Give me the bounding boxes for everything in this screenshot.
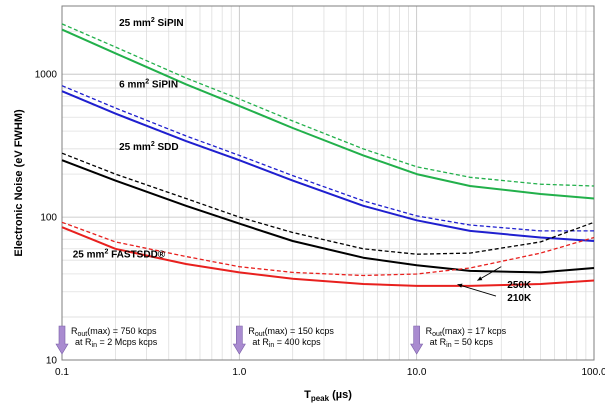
temperature-arrowhead (477, 276, 483, 281)
rate-note-text: (max) = 17 kcps (442, 326, 507, 336)
series-line-sipin25-210K (61, 28, 595, 200)
rate-note-text: = 50 kcps (452, 337, 494, 347)
tick-labels: 0.1 1.0 10.0 100.0 10 100 1000 (35, 70, 605, 378)
x-tick-label: 100.0 (581, 367, 605, 378)
series-label-text: 25 mm (119, 142, 151, 153)
y-tick-label: 100 (40, 213, 57, 224)
rate-note-text: = 2 Mcps kcps (97, 337, 158, 347)
series-line-fastsdd25-250K (61, 221, 595, 277)
x-tick-label: 0.1 (55, 367, 69, 378)
x-axis-label-unit: (µs) (329, 389, 352, 401)
grid (61, 5, 594, 361)
rate-note-r: at R (252, 337, 269, 347)
x-axis-label-sub: peak (311, 394, 330, 403)
series-label-sipin6: 6 mm2 SiPIN (119, 78, 178, 90)
rate-note-sub: in (92, 342, 98, 349)
series-label-text: 25 mm (73, 250, 105, 261)
series-label-text: SiPIN (149, 79, 178, 90)
series-label-fastsdd25: 25 mm2 FASTSDD® (73, 249, 166, 261)
series-line-fastsdd25-210K (61, 226, 595, 287)
x-tick-label: 10.0 (407, 367, 427, 378)
rate-note-arrow (410, 325, 424, 355)
x-tick-label: 1.0 (232, 367, 246, 378)
series-line-sipin6-250K (61, 85, 594, 232)
temperature-arrow (457, 283, 497, 297)
temperature-arrow (477, 266, 502, 281)
temperature-label: 210K (507, 293, 532, 304)
rate-note-r: R (248, 326, 255, 336)
series-line-sipin25-250K (61, 23, 595, 187)
series-label-sup: 2 (104, 249, 108, 256)
series-label-text: SiPIN (155, 18, 184, 29)
series-label-sup: 2 (145, 78, 149, 85)
series-label-sup: 2 (151, 17, 155, 24)
rate-note-line1: Rout(max) = 750 kcps (71, 326, 157, 338)
y-axis-label: Electronic Noise (eV FWHM) (13, 109, 25, 257)
series-line-sdd25-250K (61, 152, 595, 255)
rate-note-text: = 400 kcps (274, 337, 321, 347)
rate-note-r: R (71, 326, 78, 336)
series-label-text: 6 mm (119, 79, 145, 90)
temperature-labels: 250K 210K (457, 266, 532, 304)
rate-note-line2: at Rin = 2 Mcps kcps (75, 337, 158, 349)
series-label-text: 25 mm (119, 18, 151, 29)
rate-note-r: at R (75, 337, 92, 347)
rate-note-r: R (426, 326, 433, 336)
temperature-arrowhead (457, 283, 463, 288)
rate-note-sub: in (446, 342, 452, 349)
rate-note-sub: out (78, 331, 88, 338)
series-label-sdd25: 25 mm2 SDD (119, 141, 179, 153)
series-line-sdd25-210K (61, 159, 595, 274)
series-label-text: FASTSDD® (108, 250, 165, 261)
rate-note-line2: at Rin = 400 kcps (252, 337, 321, 349)
y-tick-label: 10 (46, 356, 58, 367)
rate-note-sub: out (432, 331, 442, 338)
series-line-sipin6-210K (61, 90, 595, 242)
rate-note-text: (max) = 150 kcps (265, 326, 335, 336)
x-axis-label-main: T (304, 389, 311, 401)
series-lines (61, 23, 595, 287)
series-label-text: SDD (155, 142, 179, 153)
rate-note-sub: in (269, 342, 275, 349)
rate-note-r: at R (430, 337, 447, 347)
plot-frame (61, 5, 595, 361)
rate-note-sub: out (255, 331, 265, 338)
rate-note-line1: Rout(max) = 150 kcps (248, 326, 334, 338)
series-label-sup: 2 (151, 141, 155, 148)
rate-note-arrow (232, 325, 246, 355)
x-axis-label: Tpeak (µs) (304, 389, 352, 403)
y-tick-label: 1000 (35, 70, 58, 81)
rate-note-line2: at Rin = 50 kcps (430, 337, 494, 349)
series-label-sipin25: 25 mm2 SiPIN (119, 17, 184, 29)
rate-note-arrow (55, 325, 69, 355)
rate-note-text: (max) = 750 kcps (87, 326, 157, 336)
rate-note-line1: Rout(max) = 17 kcps (426, 326, 507, 338)
temperature-label: 250K (507, 280, 532, 291)
